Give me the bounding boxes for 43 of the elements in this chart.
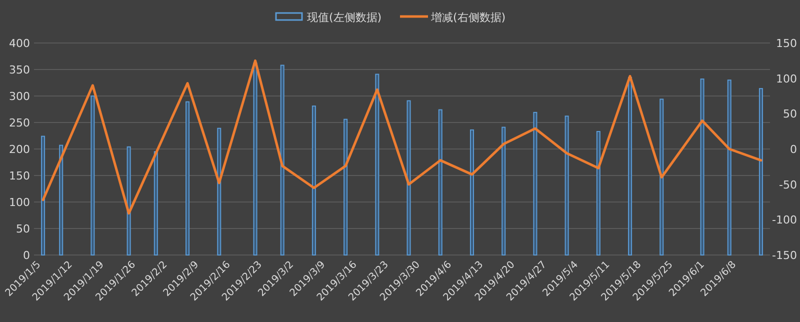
bar bbox=[564, 116, 569, 256]
bar bbox=[596, 131, 600, 256]
bar bbox=[312, 106, 316, 256]
bar bbox=[502, 126, 506, 256]
bar bbox=[628, 76, 632, 256]
bar bbox=[154, 151, 158, 256]
y-tick-label: 50 bbox=[16, 222, 30, 236]
bar bbox=[126, 146, 131, 256]
bar bbox=[253, 62, 258, 256]
y2-tick-label: -150 bbox=[772, 249, 797, 262]
bar bbox=[660, 98, 664, 256]
y2-tick-label: 150 bbox=[776, 37, 797, 50]
y-tick-label: 100 bbox=[9, 196, 30, 209]
bar bbox=[375, 74, 380, 256]
bar bbox=[438, 109, 442, 256]
legend-label: 增减(右侧数据) bbox=[430, 11, 506, 24]
bar bbox=[59, 144, 64, 256]
y-tick-label: 350 bbox=[9, 64, 30, 76]
y2-tick-label: 100 bbox=[776, 72, 797, 86]
y-tick-label: 200 bbox=[9, 143, 30, 156]
y-tick-label: 150 bbox=[9, 170, 30, 182]
bar bbox=[470, 129, 474, 256]
bar bbox=[727, 80, 732, 256]
bar bbox=[533, 112, 538, 256]
y2-tick-label: -100 bbox=[772, 214, 797, 227]
y-tick-label: 400 bbox=[9, 37, 30, 50]
bar bbox=[90, 96, 95, 256]
bar bbox=[41, 136, 46, 256]
bar bbox=[700, 78, 704, 256]
y2-tick-label: 0 bbox=[790, 143, 797, 156]
y2-tick-label: -50 bbox=[779, 178, 797, 192]
line-series bbox=[42, 59, 762, 215]
y2-tick-label: 50 bbox=[783, 108, 797, 121]
legend-label: 现值(左侧数据) bbox=[307, 11, 382, 24]
bar bbox=[406, 100, 411, 256]
y-tick-label: 0 bbox=[23, 249, 30, 262]
y-tick-label: 300 bbox=[9, 90, 30, 103]
y-tick-label: 250 bbox=[9, 116, 30, 130]
bar bbox=[758, 88, 763, 256]
bar bbox=[344, 118, 348, 256]
bar bbox=[280, 64, 284, 256]
bar bbox=[217, 128, 222, 256]
bar bbox=[186, 101, 190, 256]
